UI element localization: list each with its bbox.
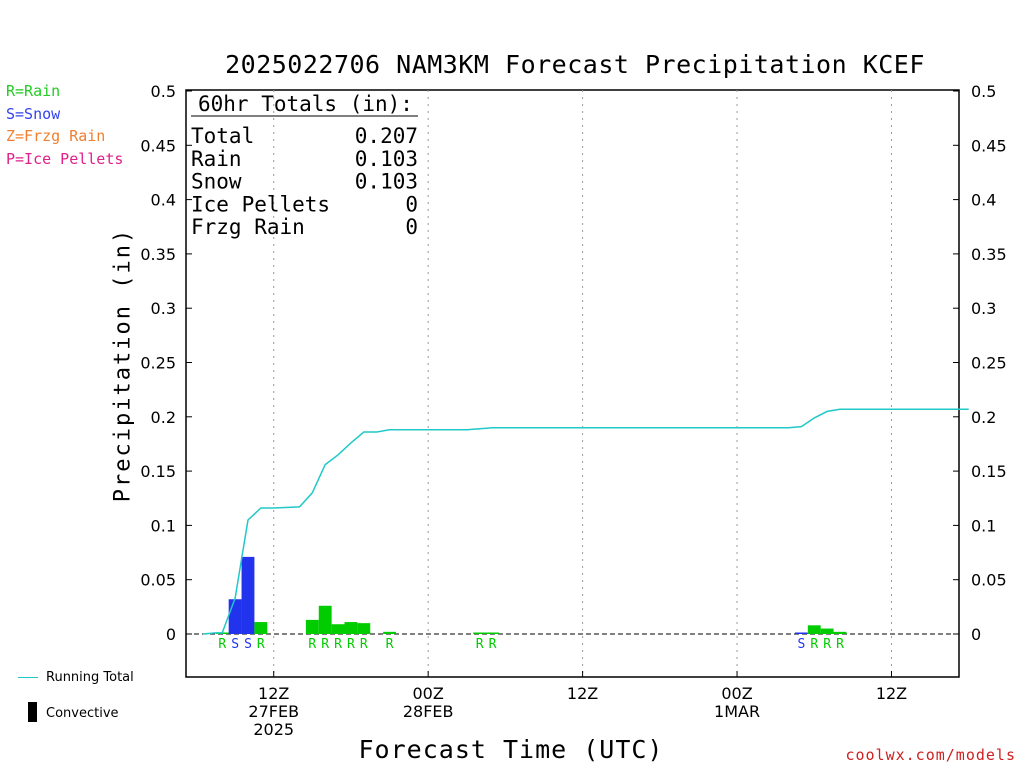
totals-row-label: Ice Pellets: [191, 192, 330, 216]
x-tick-label: 12Z: [258, 684, 289, 703]
legend-convective: Convective: [46, 706, 119, 721]
precip-type-label: R: [823, 637, 831, 652]
precip-type-label: R: [360, 637, 368, 652]
totals-row-label: Snow: [191, 170, 242, 194]
y-tick-label-left: 0.3: [151, 299, 176, 318]
precip-bar: [228, 599, 242, 634]
y-tick-label-left: 0.35: [140, 245, 176, 264]
precip-bar: [241, 556, 255, 634]
credit-link[interactable]: coolwx.com/models: [845, 746, 1016, 764]
precip-type-label: R: [334, 637, 342, 652]
precip-bar: [473, 632, 487, 634]
totals-row-label: Frzg Rain: [191, 215, 305, 239]
x-axis-label: Forecast Time (UTC): [358, 735, 664, 764]
precip-bar: [254, 622, 268, 634]
precip-type-label: R: [321, 637, 329, 652]
y-axis-label: Precipitation (in): [110, 227, 136, 503]
totals-row-value: 0: [405, 215, 418, 239]
precip-type-label: S: [797, 637, 805, 652]
totals-row-value: 0: [405, 192, 418, 216]
running-total-line: [202, 408, 969, 635]
totals-row-value: 0.103: [355, 170, 418, 194]
precip-type-label: R: [836, 637, 844, 652]
precip-type-label: S: [244, 637, 252, 652]
precip-type-label: R: [218, 637, 226, 652]
precip-bar: [357, 623, 371, 634]
legend-frzg-rain: Z=Frzg Rain: [6, 127, 106, 145]
y-tick-label-left: 0: [166, 625, 176, 644]
precip-type-label: R: [489, 637, 497, 652]
x-tick-label: 27FEB: [248, 702, 299, 721]
legend-snow: S=Snow: [6, 105, 61, 123]
y-tick-label-left: 0.25: [140, 354, 176, 373]
y-tick-label-right: 0.5: [971, 82, 996, 101]
precip-bar: [344, 622, 358, 634]
plot-frame: [185, 89, 960, 678]
legend-running-total: Running Total: [46, 670, 134, 685]
totals-row-label: Rain: [191, 147, 242, 171]
y-tick-label-left: 0.05: [140, 571, 176, 590]
y-tick-label-left: 0.2: [151, 408, 176, 427]
x-tick-label: 2025: [253, 720, 294, 739]
y-tick-label-right: 0.4: [971, 191, 996, 210]
y-tick-label-right: 0.35: [971, 245, 1007, 264]
x-tick-label: 00Z: [412, 684, 443, 703]
legend-rain: R=Rain: [6, 82, 61, 100]
precip-type-label: R: [386, 637, 394, 652]
y-tick-label-right: 0: [971, 625, 981, 644]
precip-bar: [383, 631, 396, 634]
precip-bar: [331, 624, 345, 634]
precip-bar: [305, 619, 319, 634]
chart-title: 2025022706 NAM3KM Forecast Precipitation…: [225, 50, 925, 79]
totals-row-value: 0.207: [355, 124, 418, 148]
totals-header: 60hr Totals (in):: [198, 92, 413, 116]
precip-type-label: R: [257, 637, 265, 652]
y-tick-label-left: 0.5: [151, 82, 176, 101]
precip-bar: [820, 628, 834, 634]
y-tick-label-right: 0.3: [971, 299, 996, 318]
precip-type-label: R: [347, 637, 355, 652]
totals-row-value: 0.103: [355, 147, 418, 171]
x-tick-label: 1MAR: [714, 702, 760, 721]
legend-ice-pellets: P=Ice Pellets: [6, 150, 124, 168]
totals-row-label: Total: [191, 124, 254, 148]
x-tick-label: 12Z: [567, 684, 598, 703]
x-tick-label: 28FEB: [403, 702, 454, 721]
y-tick-label-left: 0.1: [151, 516, 176, 535]
y-tick-label-right: 0.15: [971, 462, 1007, 481]
convective-swatch: [28, 702, 37, 722]
x-tick-label: 12Z: [876, 684, 907, 703]
running-total-swatch: [18, 677, 38, 678]
precip-bar: [807, 625, 821, 634]
precip-bar: [486, 632, 499, 634]
y-tick-label-right: 0.1: [971, 516, 996, 535]
y-tick-label-left: 0.45: [140, 136, 176, 155]
y-tick-label-left: 0.15: [140, 462, 176, 481]
y-tick-label-right: 0.45: [971, 136, 1007, 155]
precip-bar: [794, 632, 808, 634]
precip-type-label: R: [476, 637, 484, 652]
y-tick-label-left: 0.4: [151, 191, 176, 210]
y-tick-label-right: 0.05: [971, 571, 1007, 590]
x-tick-label: 00Z: [721, 684, 752, 703]
precip-type-label: S: [231, 637, 239, 652]
precip-type-label: R: [810, 637, 818, 652]
precip-type-label: R: [308, 637, 316, 652]
y-tick-label-right: 0.25: [971, 354, 1007, 373]
precip-bar: [833, 631, 847, 634]
precip-bar: [318, 605, 332, 634]
y-tick-label-right: 0.2: [971, 408, 996, 427]
